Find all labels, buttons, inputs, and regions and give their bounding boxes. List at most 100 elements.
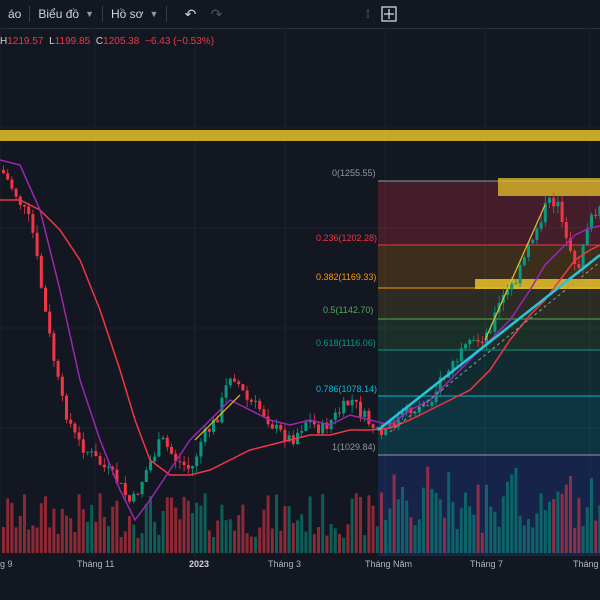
profile-menu-label: Hồ sơ — [110, 7, 144, 21]
candle-body — [300, 430, 304, 433]
volume-bar — [258, 527, 262, 553]
candle-body — [380, 427, 383, 435]
candle-body — [430, 402, 434, 406]
candle-body — [98, 456, 102, 465]
candle-body — [342, 400, 346, 414]
candle-body — [392, 421, 396, 427]
volume-bar — [388, 508, 392, 553]
volume-bar — [23, 494, 26, 553]
chart-menu-label: Biểu đồ — [38, 7, 80, 21]
candle-body — [543, 202, 547, 223]
volume-bar — [119, 537, 123, 553]
candle-body — [228, 378, 232, 386]
fib-label-0786: 0.786(1078.14) — [316, 384, 378, 394]
volume-bar — [283, 506, 287, 553]
candle-body — [119, 482, 123, 484]
volume-bar — [472, 514, 476, 553]
candle-body — [518, 265, 522, 284]
volume-bar — [140, 533, 144, 553]
fib-label-0382: 0.382(1169.33) — [316, 272, 377, 282]
volume-bar — [455, 529, 459, 553]
price-chart-canvas[interactable] — [0, 28, 600, 600]
volume-bar — [291, 522, 295, 553]
candle-body — [77, 432, 81, 440]
volume-bar — [325, 535, 329, 553]
volume-bar — [581, 526, 585, 553]
candle-body — [455, 361, 459, 363]
volume-bar — [501, 496, 505, 553]
volume-bar — [560, 493, 564, 553]
candle-body — [207, 428, 211, 432]
chart-menu-button[interactable]: Biểu đồ ▼ — [30, 0, 102, 28]
candle-body — [107, 466, 110, 468]
candle-body — [245, 390, 249, 400]
volume-bar — [27, 529, 31, 553]
undo-button[interactable]: ↶ — [177, 0, 203, 28]
volume-bar — [77, 494, 81, 553]
candle-body — [111, 466, 115, 470]
volume-bar — [224, 520, 228, 553]
volume-bar — [384, 519, 388, 553]
volume-bar — [195, 502, 199, 553]
redo-button[interactable]: ↷ — [203, 0, 229, 28]
candle-body — [153, 456, 157, 462]
candle-body — [506, 289, 509, 296]
candle-body — [598, 206, 600, 217]
volume-bar — [598, 505, 600, 553]
candle-body — [212, 419, 215, 432]
candle-body — [31, 214, 35, 233]
volume-bar — [300, 514, 304, 553]
redo-icon: ↷ — [210, 5, 223, 22]
toolbar-divider — [101, 6, 103, 22]
trendline — [377, 254, 600, 431]
candle-body — [451, 361, 455, 371]
volume-bar — [56, 533, 60, 553]
candle-body — [556, 201, 560, 207]
volume-bar — [573, 527, 577, 553]
volume-bar — [577, 498, 581, 553]
candle-body — [522, 257, 526, 266]
volume-bar — [144, 503, 148, 553]
fib-label-05: 0.5(1142.70) — [323, 305, 374, 315]
candle-body — [90, 451, 94, 453]
candle-body — [182, 461, 186, 466]
candle-body — [174, 453, 178, 462]
volume-bar — [346, 524, 350, 553]
volume-bar — [149, 496, 152, 553]
candle-body — [552, 197, 556, 207]
candle-body — [262, 409, 266, 417]
crosshair-tool-button[interactable] — [376, 0, 402, 28]
volume-bar — [333, 528, 337, 553]
fib-label-0: 0(1255.55) — [332, 168, 376, 178]
candle-body — [493, 312, 497, 332]
volume-bar — [73, 532, 77, 553]
volume-bar — [409, 517, 413, 553]
volume-bar — [2, 527, 5, 553]
volume-bar — [165, 497, 169, 553]
fib-zone — [378, 288, 600, 319]
candle-body — [86, 451, 89, 453]
volume-bar — [128, 516, 131, 553]
candle-body — [409, 407, 413, 414]
candle-body — [6, 173, 10, 180]
candle-body — [514, 283, 518, 285]
candle-body — [548, 197, 551, 203]
volume-bar — [476, 484, 480, 553]
profile-menu-button[interactable]: Hồ sơ ▼ — [103, 0, 166, 28]
indicators-button[interactable]: áo — [0, 0, 29, 28]
drag-handle[interactable]: ⁞⁞ — [357, 0, 376, 28]
indicators-label: áo — [8, 7, 22, 21]
volume-bar — [237, 515, 241, 553]
candle-body — [132, 493, 136, 502]
volume-bar — [585, 507, 589, 553]
volume-bar — [275, 494, 278, 553]
resistance-band — [0, 130, 600, 141]
candle-body — [44, 287, 47, 312]
ma-fast-line — [0, 159, 600, 522]
volume-bar — [468, 506, 472, 553]
volume-bar — [228, 519, 232, 553]
candle-body — [333, 412, 337, 420]
candle-body — [115, 469, 119, 483]
fib-label-0618: 0.618(1116.06) — [316, 338, 376, 348]
candle-body — [27, 206, 31, 215]
